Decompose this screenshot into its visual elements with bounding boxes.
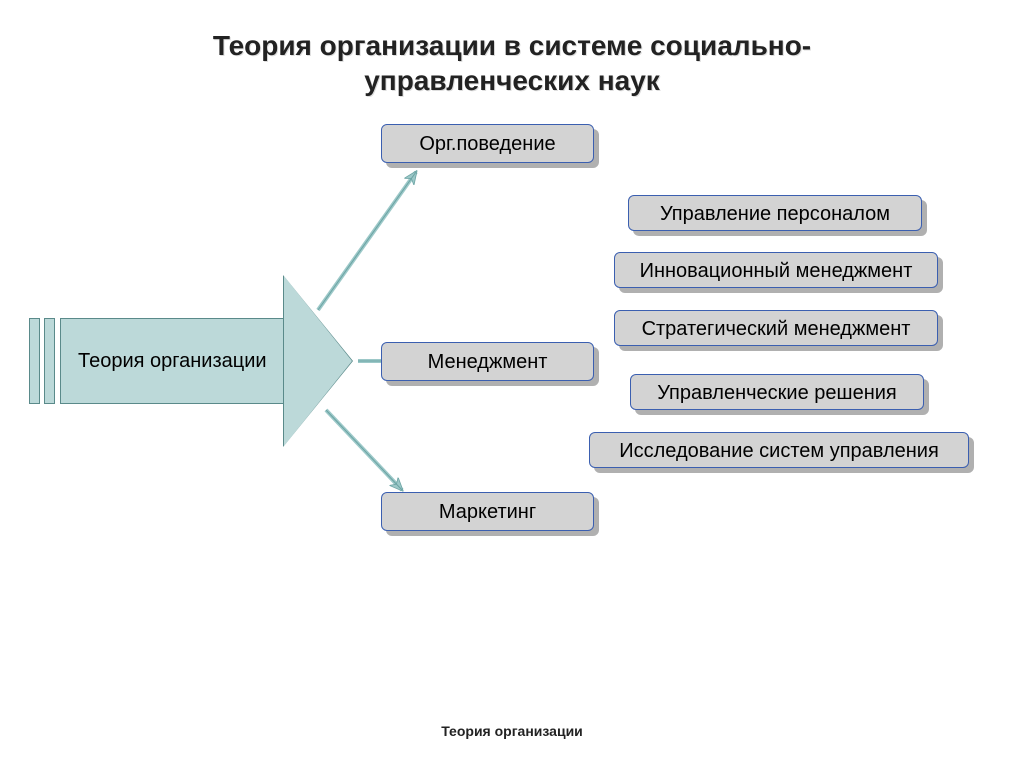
main-arrow-label: Теория организации (78, 350, 267, 373)
arrow-tail-bar (29, 318, 40, 404)
arrow-tail-bar (44, 318, 55, 404)
box-research: Исследование систем управления (589, 432, 969, 468)
title-line-1: Теория организации в системе социально- (213, 30, 811, 61)
box-management: Менеджмент (381, 342, 594, 381)
box-marketing: Маркетинг (381, 492, 594, 531)
page-title: Теория организации в системе социально- … (0, 28, 1024, 98)
footer-caption: Теория организации (0, 723, 1024, 739)
box-strategic: Стратегический менеджмент (614, 310, 938, 346)
arrow-head (284, 276, 352, 446)
box-hr: Управление персоналом (628, 195, 922, 231)
box-org_behavior: Орг.поведение (381, 124, 594, 163)
box-innov: Инновационный менеджмент (614, 252, 938, 288)
box-decisions: Управленческие решения (630, 374, 924, 410)
title-line-2: управленческих наук (364, 65, 660, 96)
